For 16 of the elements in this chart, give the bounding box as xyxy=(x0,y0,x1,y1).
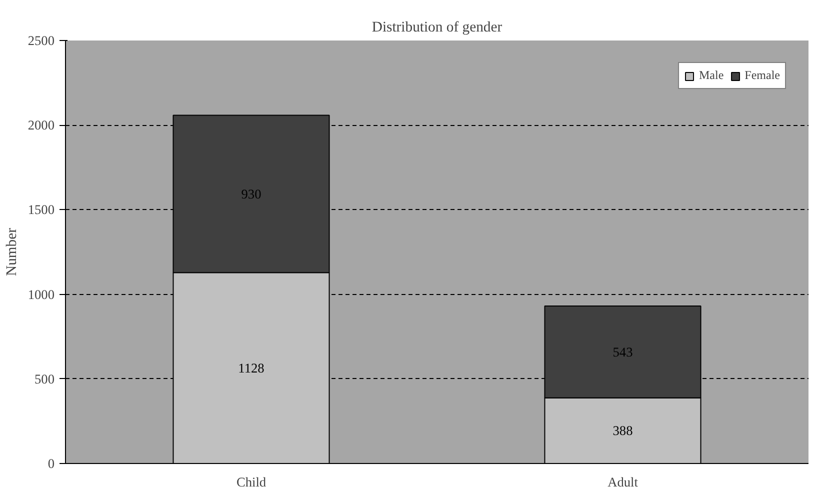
x-tick-label: Adult xyxy=(608,474,638,490)
x-tick-label: Child xyxy=(236,474,266,490)
y-tick-label: 500 xyxy=(34,371,55,386)
y-tick-label: 1500 xyxy=(28,202,55,218)
y-tick-label: 2500 xyxy=(28,33,55,48)
y-tick-label: 2000 xyxy=(28,118,55,133)
data-label: 543 xyxy=(612,344,634,360)
legend-label: Female xyxy=(744,68,780,83)
y-tick-label: 0 xyxy=(48,456,55,471)
y-tick-label: 1000 xyxy=(28,286,55,302)
chart-title: Distribution of gender xyxy=(372,20,502,36)
data-label: 930 xyxy=(241,186,262,202)
legend-label: Male xyxy=(699,68,724,83)
data-label: 388 xyxy=(612,423,634,438)
y-axis-title: Number xyxy=(4,228,20,276)
data-label: 1128 xyxy=(238,360,265,376)
